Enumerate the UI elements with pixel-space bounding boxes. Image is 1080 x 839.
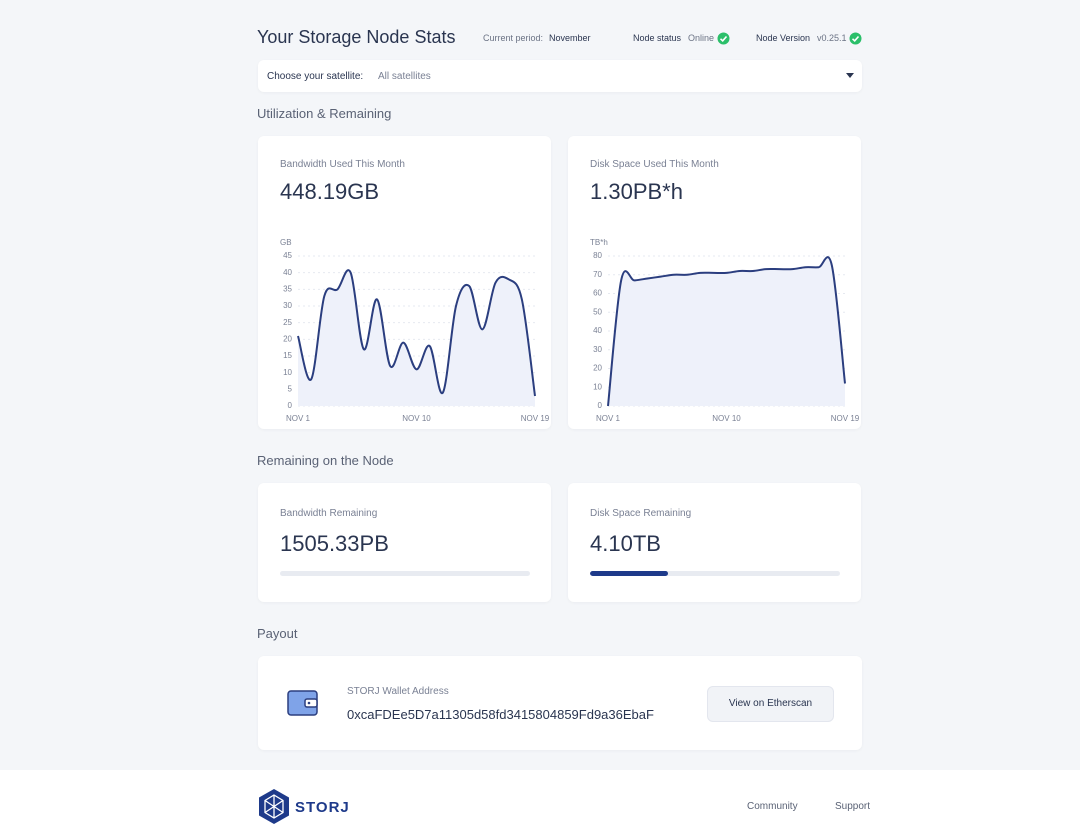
y-tick-label: 70 <box>593 270 602 279</box>
area-fill <box>298 270 535 406</box>
x-tick-label: NOV 10 <box>402 414 431 423</box>
chart: GB 0 5 10 15 20 25 30 35 40 45 NOV 1 NOV 10 NOV 19 <box>280 238 550 423</box>
y-tick-label: 0 <box>598 401 603 410</box>
x-tick-label: NOV 1 <box>286 414 311 423</box>
y-tick-label: 10 <box>593 382 602 391</box>
y-tick-label: 80 <box>593 251 602 260</box>
logo-icon <box>259 789 289 824</box>
card-value: 1.30PB*h <box>590 179 683 204</box>
caret <box>846 73 854 78</box>
page-title: Your Storage Node Stats <box>257 27 456 47</box>
wallet-icon <box>287 690 318 716</box>
section-heading: Utilization & Remaining <box>257 106 392 121</box>
y-tick-label: 30 <box>283 301 292 310</box>
card-value: 448.19GB <box>280 179 380 204</box>
period-label: Current period: <box>483 33 544 43</box>
progress-track <box>280 571 530 576</box>
card-title: Disk Space Remaining <box>590 508 692 519</box>
y-axis-label: GB <box>280 238 292 247</box>
section-heading: Remaining on the Node <box>257 453 394 468</box>
section-heading: Payout <box>257 626 298 641</box>
y-tick-label: 15 <box>283 351 292 360</box>
line <box>297 269 536 397</box>
card-title: Bandwidth Remaining <box>280 508 378 519</box>
remaining-card: Bandwidth Remaining 1505.33PB <box>258 483 551 602</box>
logo-text: STORJ <box>295 799 350 816</box>
progress-fill <box>590 571 668 576</box>
card-value: 1505.33PB <box>280 531 389 556</box>
y-tick-label: 10 <box>283 368 292 377</box>
remaining-card: Disk Space Remaining 4.10TB <box>568 483 861 602</box>
period: November <box>549 33 591 43</box>
status: Online <box>688 33 715 43</box>
etherscan-button[interactable]: View on Etherscan <box>707 686 834 722</box>
y-tick-label: 40 <box>283 268 292 277</box>
footer-link[interactable]: Support <box>835 801 871 812</box>
version-label: Node Version <box>756 33 811 43</box>
y-tick-label: 5 <box>288 384 293 393</box>
card-value: 4.10TB <box>590 531 661 556</box>
version-icon <box>849 32 862 45</box>
y-tick-label: 40 <box>593 326 602 335</box>
y-tick-label: 60 <box>593 289 602 298</box>
wallet-address: 0xcaFDEe5D7a11305d58fd3415804859Fd9a36Eb… <box>347 707 654 722</box>
footer: STORJ Community Support <box>0 770 1080 839</box>
status-icon <box>717 32 730 45</box>
footer-link[interactable]: Community <box>747 801 798 812</box>
y-tick-label: 20 <box>283 334 292 343</box>
chart-card: Bandwidth Used This Month 448.19GB GB 0 5 10 1… <box>258 136 551 429</box>
x-tick-label: NOV 1 <box>596 414 621 423</box>
wallet-label: STORJ Wallet Address <box>347 686 449 697</box>
progress-track <box>590 571 840 576</box>
payout-card: STORJ Wallet Address 0xcaFDEe5D7a11305d5… <box>258 656 862 750</box>
x-tick-label: NOV 10 <box>712 414 741 423</box>
y-tick-label: 45 <box>283 251 292 260</box>
y-tick-label: 25 <box>283 318 292 327</box>
y-tick-label: 30 <box>593 345 602 354</box>
y-tick-label: 35 <box>283 284 292 293</box>
x-tick-label: NOV 19 <box>831 414 860 423</box>
chart-card: Disk Space Used This Month 1.30PB*h TB*h 0 1… <box>568 136 861 429</box>
card-title: Disk Space Used This Month <box>590 159 719 170</box>
area-fill <box>608 257 845 406</box>
line <box>607 256 846 407</box>
chart: TB*h 0 10 20 30 40 50 60 70 80 NOV 1 NOV 10 NOV 19 <box>590 238 860 423</box>
version: v0.25.1 <box>817 33 847 43</box>
satellite-value: All satellites <box>378 71 431 82</box>
x-tick-label: NOV 19 <box>521 414 550 423</box>
card-title: Bandwidth Used This Month <box>280 159 405 170</box>
satellite-dropdown[interactable]: Choose your satellite: All satellites <box>258 60 862 92</box>
y-tick-label: 20 <box>593 364 602 373</box>
y-tick-label: 0 <box>288 401 293 410</box>
satellite-label: Choose your satellite: <box>267 71 364 82</box>
y-tick-label: 50 <box>593 307 602 316</box>
status-label: Node status <box>633 33 682 43</box>
y-axis-label: TB*h <box>590 238 608 247</box>
